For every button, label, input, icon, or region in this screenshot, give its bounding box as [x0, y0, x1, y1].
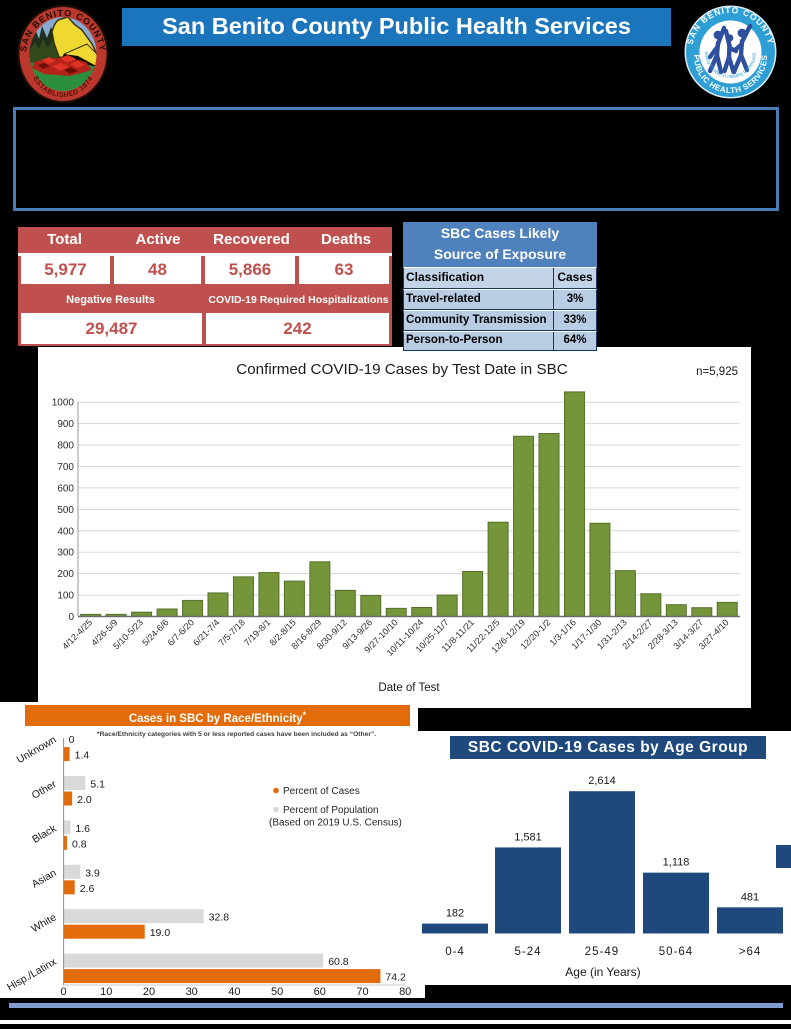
svg-text:Confirmed COVID-19 Cases by Te: Confirmed COVID-19 Cases by Test Date in…: [236, 361, 567, 378]
svg-text:Other: Other: [30, 778, 59, 802]
svg-text:19.0: 19.0: [150, 927, 171, 939]
svg-text:80: 80: [399, 986, 411, 998]
svg-text:300: 300: [57, 548, 74, 559]
svg-text:900: 900: [57, 419, 74, 430]
svg-text:182: 182: [446, 908, 464, 920]
svg-text:60.8: 60.8: [328, 956, 349, 968]
svg-text:1.4: 1.4: [75, 750, 90, 762]
svg-text:10: 10: [100, 986, 112, 998]
svg-text:0: 0: [68, 612, 74, 623]
svg-text:Hisp./Latinx: Hisp./Latinx: [5, 955, 59, 993]
svg-text:1,118: 1,118: [663, 857, 690, 869]
svg-text:40: 40: [228, 986, 240, 998]
svg-text:2,614: 2,614: [588, 775, 616, 787]
svg-text:50-64: 50-64: [659, 946, 693, 958]
svg-text:400: 400: [57, 526, 74, 537]
svg-text:0: 0: [61, 986, 67, 998]
svg-text:1,581: 1,581: [514, 831, 542, 843]
svg-text:Date of Test: Date of Test: [378, 682, 440, 694]
svg-text:60: 60: [314, 986, 326, 998]
svg-text:7/19-8/1: 7/19-8/1: [242, 617, 272, 647]
svg-text:Percent of Population: Percent of Population: [283, 805, 379, 816]
svg-text:5/24-6/6: 5/24-6/6: [140, 617, 170, 647]
svg-text:2.0: 2.0: [77, 794, 92, 806]
svg-text:Black: Black: [30, 822, 59, 846]
svg-text:74.2: 74.2: [385, 972, 406, 984]
svg-text:25-49: 25-49: [585, 946, 619, 958]
svg-text:n=5,925: n=5,925: [696, 366, 738, 378]
svg-text:5-24: 5-24: [514, 946, 541, 958]
svg-text:20: 20: [143, 986, 155, 998]
svg-text:500: 500: [57, 505, 74, 516]
svg-text:1.6: 1.6: [75, 823, 90, 835]
svg-text:6/21-7/4: 6/21-7/4: [191, 617, 221, 647]
svg-text:6/7-6/20: 6/7-6/20: [166, 617, 196, 647]
svg-text:>64: >64: [739, 946, 762, 958]
svg-text:0-4: 0-4: [445, 946, 465, 958]
svg-text:Unknown: Unknown: [15, 734, 59, 766]
svg-text:200: 200: [57, 569, 74, 580]
svg-text:(Based on 2019 U.S. Census): (Based on 2019 U.S. Census): [269, 818, 402, 829]
svg-text:481: 481: [741, 891, 759, 903]
svg-text:70: 70: [356, 986, 368, 998]
svg-text:3.9: 3.9: [85, 867, 100, 879]
svg-text:5.1: 5.1: [90, 779, 105, 791]
svg-text:800: 800: [57, 441, 74, 452]
svg-text:100: 100: [57, 591, 74, 602]
svg-text:600: 600: [57, 483, 74, 494]
svg-text:2.6: 2.6: [80, 883, 95, 895]
svg-text:0.8: 0.8: [72, 838, 87, 850]
svg-text:1000: 1000: [52, 398, 75, 409]
svg-text:0: 0: [69, 734, 75, 746]
svg-text:32.8: 32.8: [209, 912, 230, 924]
svg-text:30: 30: [186, 986, 198, 998]
svg-text:50: 50: [271, 986, 283, 998]
svg-text:*Race/Ethnicity categories wit: *Race/Ethnicity categories with 5 or les…: [97, 731, 376, 738]
svg-text:Age (in Years): Age (in Years): [565, 965, 640, 979]
svg-text:White: White: [29, 911, 58, 935]
svg-text:4/12-4/25: 4/12-4/25: [60, 617, 94, 651]
svg-text:Percent of Cases: Percent of Cases: [283, 786, 360, 797]
svg-text:700: 700: [57, 462, 74, 473]
svg-text:Asian: Asian: [30, 867, 59, 891]
svg-text:7/5-7/18: 7/5-7/18: [217, 617, 247, 647]
